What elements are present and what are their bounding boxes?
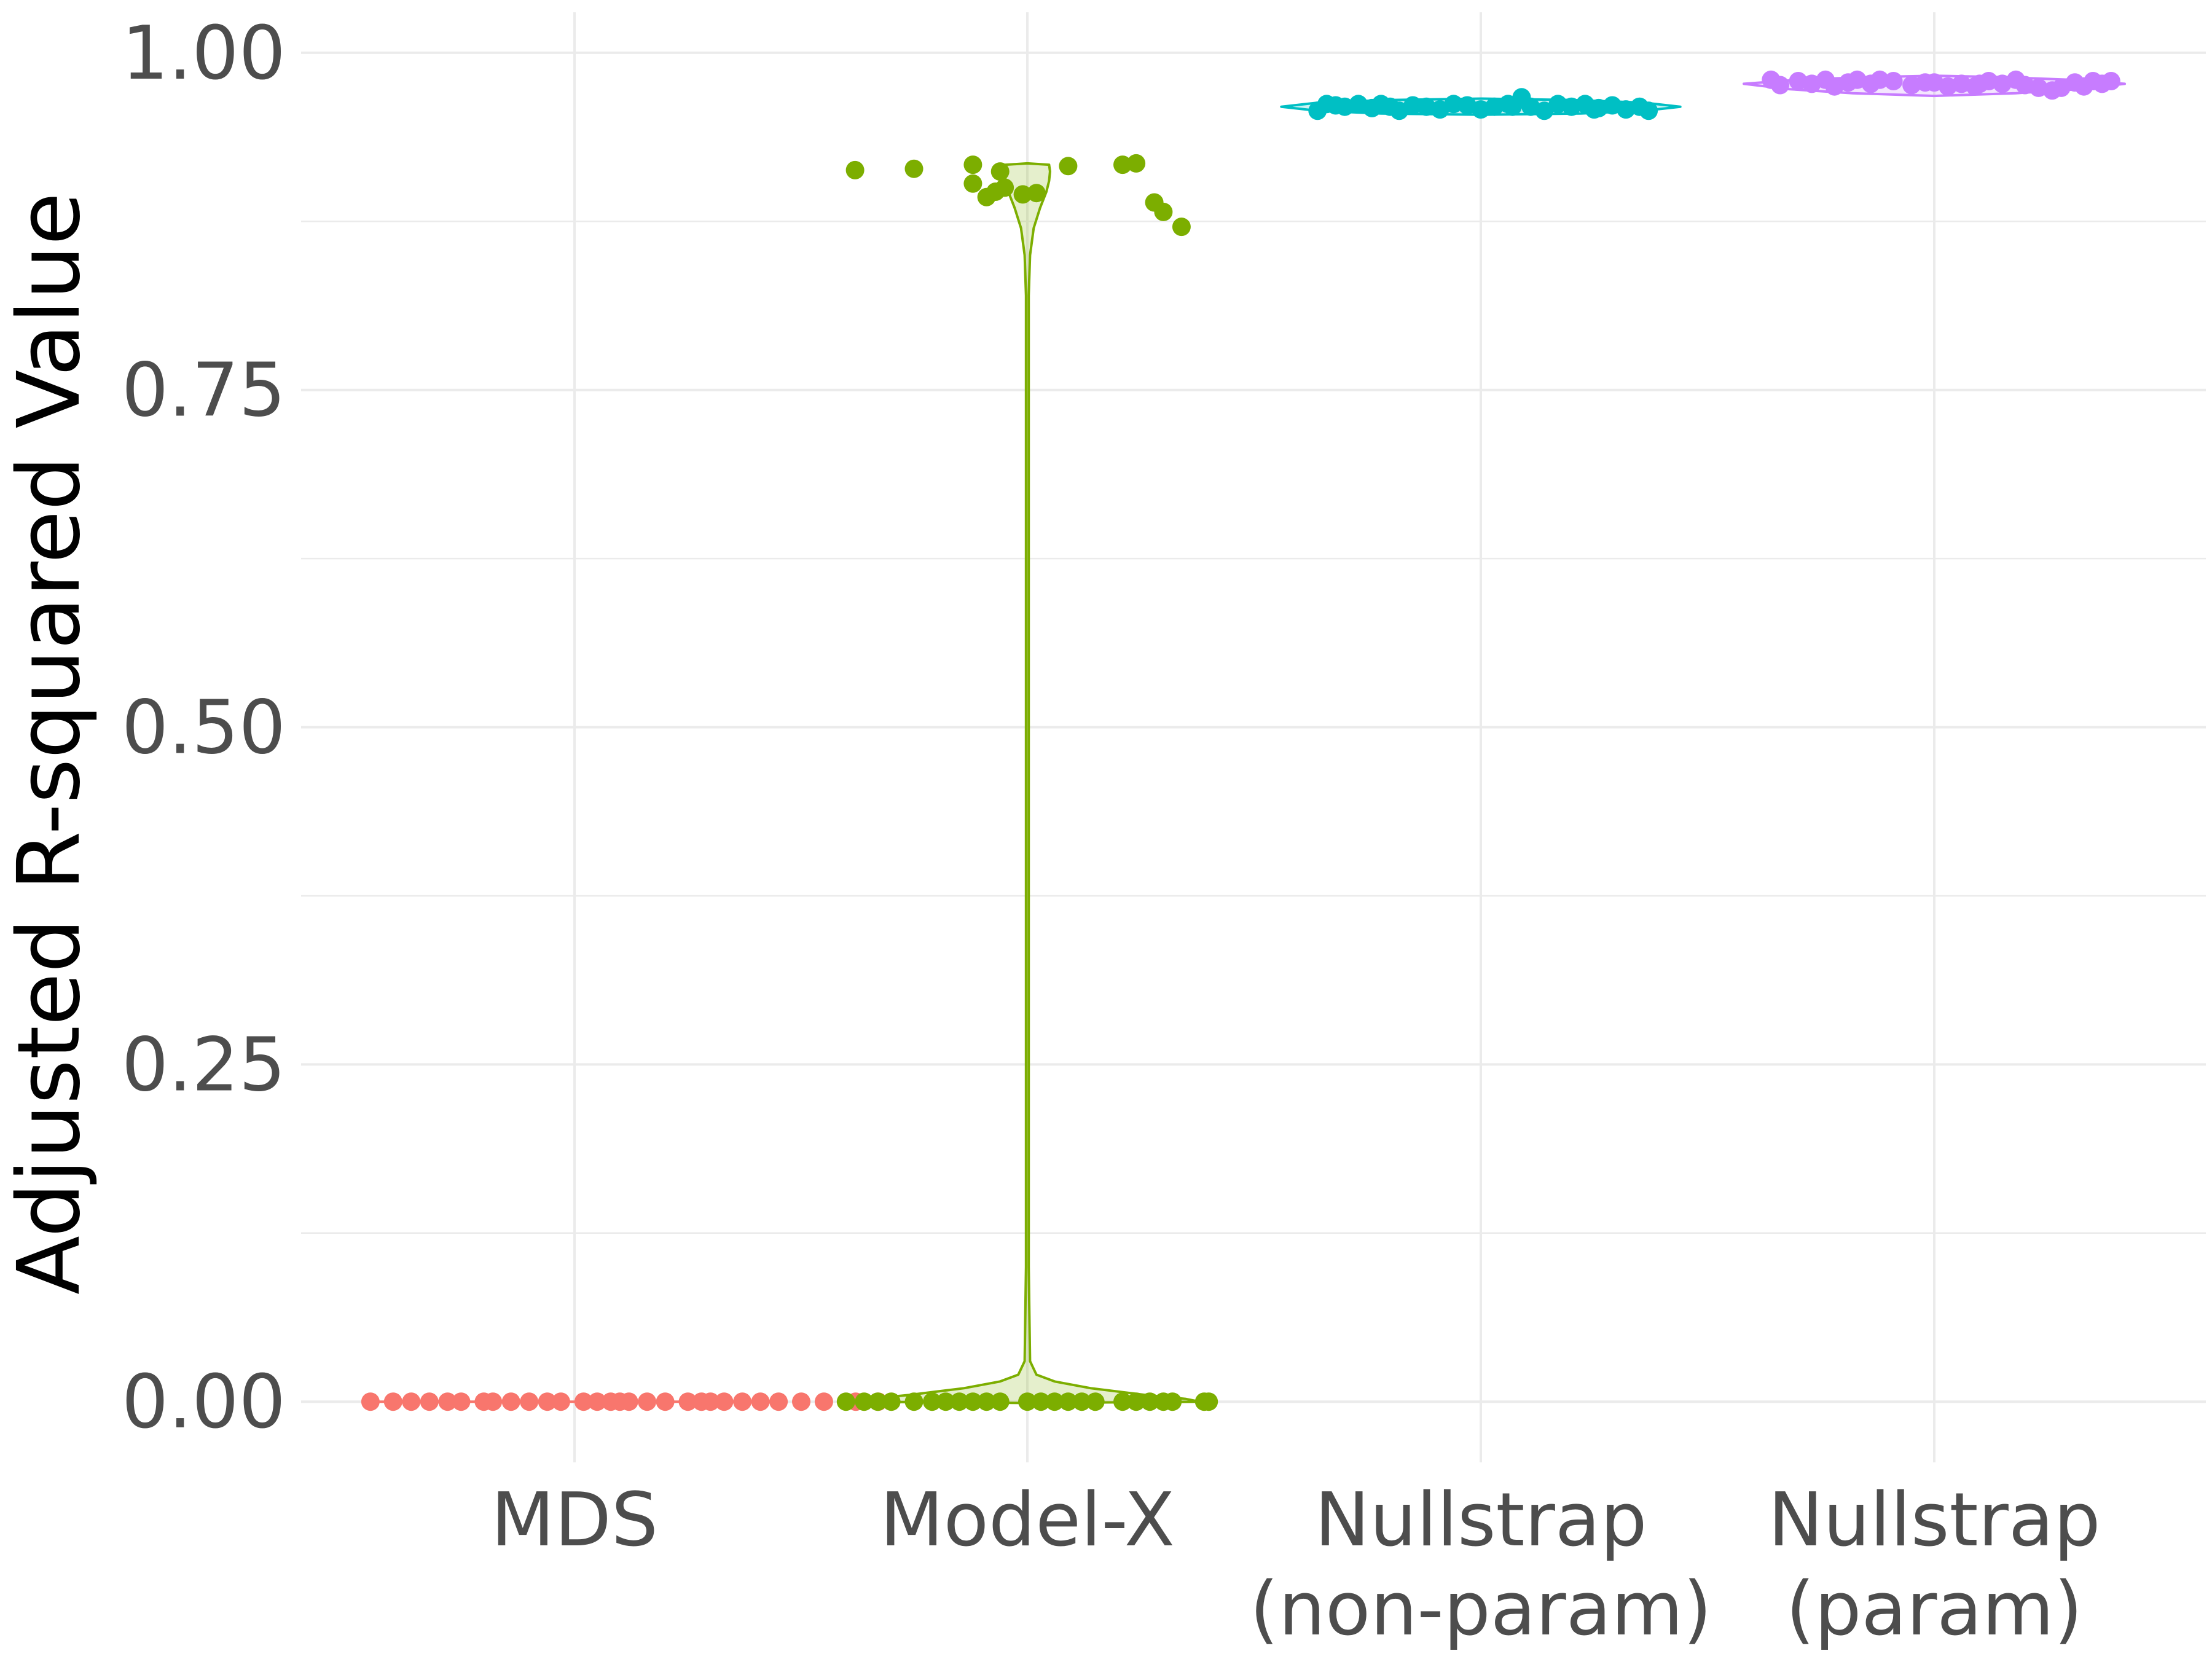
data-point xyxy=(751,1392,770,1411)
y-tick-label: 0.25 xyxy=(122,1022,286,1108)
x-tick-label: (param) xyxy=(1786,1567,2082,1652)
data-point xyxy=(1444,95,1463,114)
data-point xyxy=(963,155,982,175)
data-point xyxy=(1417,97,1436,116)
data-point xyxy=(574,1392,593,1411)
data-point xyxy=(538,1392,557,1411)
data-point xyxy=(402,1392,421,1411)
violin-shapes xyxy=(370,74,2126,1405)
y-tick-label: 0.50 xyxy=(122,686,286,771)
data-point xyxy=(1535,101,1554,120)
data-point xyxy=(1140,1392,1159,1411)
data-point xyxy=(1154,202,1173,221)
x-tick-label: (non-param) xyxy=(1250,1567,1712,1652)
data-point xyxy=(1381,97,1400,116)
x-tick-labels: MDS Model-X Nullstrap(non-param)Nullstrap(… xyxy=(491,1478,2101,1652)
data-point xyxy=(551,1392,570,1411)
data-point xyxy=(1113,1392,1132,1411)
data-point xyxy=(882,1392,901,1411)
data-point xyxy=(990,1392,1010,1411)
data-point xyxy=(587,1392,606,1411)
x-tick-label: Nullstrap xyxy=(1314,1478,1647,1563)
data-point xyxy=(1027,184,1046,203)
data-point xyxy=(1870,70,1889,89)
data-point xyxy=(836,1392,855,1411)
data-point xyxy=(420,1392,439,1411)
data-point xyxy=(792,1392,810,1411)
data-point xyxy=(1172,218,1191,237)
data-point xyxy=(1127,1392,1146,1411)
y-axis-title: Adjusted R-squared Value xyxy=(0,192,100,1295)
data-point xyxy=(1771,76,1790,95)
data-point xyxy=(769,1392,788,1411)
data-point xyxy=(1072,1392,1091,1411)
data-point xyxy=(715,1392,734,1411)
data-point xyxy=(733,1392,752,1411)
data-point xyxy=(1970,74,1989,93)
data-point xyxy=(950,1392,969,1411)
data-point xyxy=(520,1392,539,1411)
data-point xyxy=(1639,101,1658,120)
data-point xyxy=(484,1392,503,1411)
y-tick-labels: 0.00 0.25 0.50 0.75 1.00 xyxy=(122,11,286,1445)
data-point xyxy=(1194,1392,1214,1411)
data-point xyxy=(1585,100,1604,119)
data-point xyxy=(1163,1392,1182,1411)
y-tick-label: 1.00 xyxy=(122,11,286,96)
x-tick-label: Nullstrap xyxy=(1768,1478,2100,1563)
data-point xyxy=(1503,97,1522,116)
jitter-points xyxy=(361,70,2120,1411)
data-point xyxy=(845,160,865,179)
data-point xyxy=(1326,96,1345,115)
data-point xyxy=(2029,78,2048,97)
data-point xyxy=(923,1392,941,1411)
y-tick-label: 0.75 xyxy=(122,348,286,434)
data-point xyxy=(501,1392,520,1411)
data-point xyxy=(452,1392,471,1411)
data-point xyxy=(638,1392,657,1411)
data-point xyxy=(855,1392,874,1411)
data-point xyxy=(1059,1392,1078,1411)
data-point xyxy=(990,162,1010,181)
data-point xyxy=(361,1392,380,1411)
data-point xyxy=(1884,72,1903,90)
data-point xyxy=(610,1392,629,1411)
data-point xyxy=(963,1392,982,1411)
data-point xyxy=(1403,96,1422,115)
data-point xyxy=(1127,154,1146,173)
data-point xyxy=(963,174,982,193)
data-point xyxy=(936,1392,955,1411)
data-point xyxy=(1113,155,1132,175)
data-point xyxy=(995,178,1014,197)
data-point xyxy=(1925,73,1943,92)
data-point xyxy=(1013,185,1032,204)
data-point xyxy=(383,1392,402,1411)
data-point xyxy=(1045,1392,1064,1411)
data-point xyxy=(678,1392,697,1411)
data-point xyxy=(1485,97,1504,116)
data-point xyxy=(1059,157,1078,176)
data-point xyxy=(2101,72,2120,90)
data-point xyxy=(1086,1392,1105,1411)
data-point xyxy=(814,1392,833,1411)
x-tick-label: MDS xyxy=(491,1478,658,1563)
data-point xyxy=(904,1392,924,1411)
y-tick-label: 0.00 xyxy=(122,1360,286,1445)
data-point xyxy=(438,1392,457,1411)
data-point xyxy=(868,1392,887,1411)
x-tick-label: Model-X xyxy=(880,1478,1175,1563)
data-point xyxy=(977,1392,996,1411)
violin-shape xyxy=(853,162,1201,1405)
data-point xyxy=(701,1392,720,1411)
data-point xyxy=(1032,1392,1051,1411)
data-point xyxy=(904,159,924,178)
data-point xyxy=(656,1392,675,1411)
grid-lines xyxy=(301,12,2206,1462)
data-point xyxy=(1018,1392,1037,1411)
